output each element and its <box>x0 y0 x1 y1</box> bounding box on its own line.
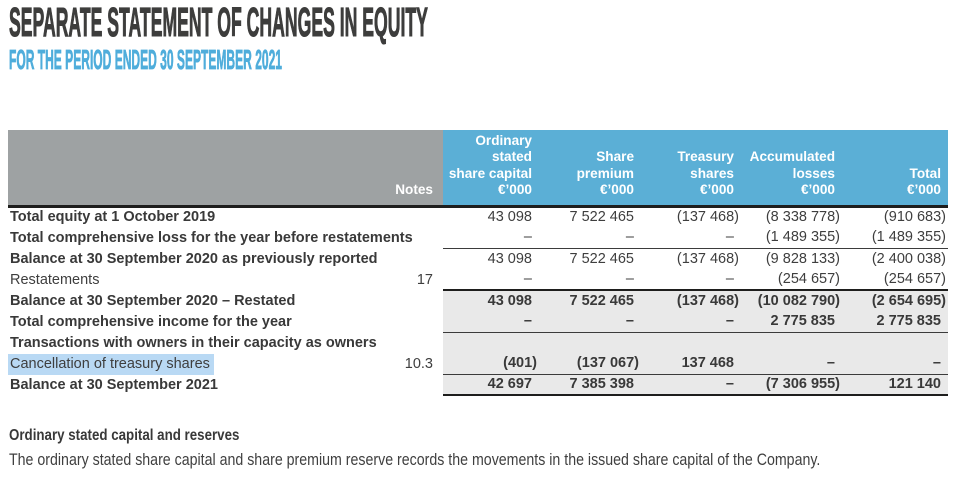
note-cell: 10.3 <box>404 355 433 372</box>
table-row: Balance at 30 September 2020 as previous… <box>8 248 948 269</box>
value-cell: (137 468) <box>676 209 739 226</box>
value-cell <box>539 332 641 353</box>
table-row: Total equity at 1 October 2019 43 098 7 … <box>8 206 948 227</box>
table-row: Cancellation of treasury shares 10.3 (40… <box>8 353 948 375</box>
value-cell: – <box>641 227 741 249</box>
value-cell: – <box>443 227 539 249</box>
value-cell: – <box>641 311 741 333</box>
column-header-treasury-shares: Treasury shares €’000 <box>641 130 741 208</box>
value-cell: – <box>539 227 641 249</box>
text-selection-highlight: Cancellation of treasury shares <box>8 353 214 375</box>
value-cell: 43 098 <box>443 290 539 311</box>
note-cell <box>358 206 443 227</box>
notes-column-header: Notes <box>8 130 443 208</box>
table-row: Total comprehensive loss for the year be… <box>8 227 948 249</box>
value-cell: – <box>741 353 842 375</box>
value-cell: (1 489 355) <box>741 227 842 249</box>
value-cell: 121 140 <box>842 374 948 396</box>
row-label: Transactions with owners in their capaci… <box>10 334 377 351</box>
value-cell: 2 775 835 <box>741 311 842 333</box>
table-row: Total comprehensive income for the year … <box>8 311 948 333</box>
value-cell: 7 522 465 <box>539 290 641 311</box>
value-cell: (137 468) <box>676 250 739 267</box>
value-cell: (9 828 133) <box>765 250 840 267</box>
note-cell <box>358 374 443 395</box>
table-row: Transactions with owners in their capaci… <box>8 332 948 353</box>
value-cell: – <box>641 269 741 291</box>
statement-of-changes-table: Notes Ordinary stated share capital €’00… <box>8 130 948 396</box>
value-cell: (1 489 355) <box>842 227 948 249</box>
value-cell: 7 385 398 <box>539 374 641 396</box>
value-cell: (254 657) <box>842 269 948 291</box>
value-cell: – <box>842 353 948 375</box>
value-cell: – <box>539 269 641 291</box>
value-cell: 137 468 <box>641 353 741 375</box>
value-cell: – <box>443 269 539 291</box>
page-title: SEPARATE STATEMENT OF CHANGES IN EQUITY <box>9 0 428 45</box>
note-cell: 17 <box>416 271 433 288</box>
value-cell: (910 683) <box>883 209 946 226</box>
section-heading: Ordinary stated capital and reserves <box>9 427 240 444</box>
note-cell <box>358 290 443 311</box>
value-cell: 2 775 835 <box>842 311 948 333</box>
row-label: Total comprehensive loss for the year be… <box>10 229 413 246</box>
row-label: Restatements <box>10 271 100 288</box>
value-cell: (2 400 038) <box>871 250 946 267</box>
value-cell: – <box>443 311 539 333</box>
section-paragraph: The ordinary stated share capital and sh… <box>9 451 821 469</box>
value-cell: (137 067) <box>539 353 641 375</box>
column-header-total: Total €’000 <box>842 130 948 208</box>
value-cell: (7 306 955) <box>741 374 842 396</box>
table-row: Restatements 17 – – – (254 657) (254 657… <box>8 269 948 291</box>
value-cell: (254 657) <box>741 269 842 291</box>
value-cell <box>842 332 948 353</box>
value-cell: 43 098 <box>487 209 532 226</box>
row-label: Balance at 30 September 2020 as previous… <box>10 250 378 267</box>
value-cell: (2 654 695) <box>842 290 948 311</box>
value-cell: (137 468) <box>641 290 741 311</box>
value-cell: 42 697 <box>443 374 539 396</box>
column-header-accumulated-losses: Accumulated losses €’000 <box>741 130 842 208</box>
value-cell: 7 522 465 <box>569 250 634 267</box>
page-subtitle: FOR THE PERIOD ENDED 30 SEPTEMBER 2021 <box>9 44 282 75</box>
notes-section: Ordinary stated capital and reserves The… <box>9 426 956 471</box>
value-cell: 7 522 465 <box>569 209 634 226</box>
column-header-share-premium: Share premium €’000 <box>539 130 641 208</box>
row-label: Balance at 30 September 2021 <box>10 376 218 393</box>
table-header-row: Notes Ordinary stated share capital €’00… <box>8 130 948 208</box>
table-row: Balance at 30 September 2020 – Restated … <box>8 290 948 311</box>
value-cell: (10 082 790) <box>741 290 842 311</box>
column-header-ordinary-stated-share-capital: Ordinary stated share capital €’000 <box>443 130 539 208</box>
value-cell: – <box>539 311 641 333</box>
row-label: Cancellation of treasury shares <box>8 353 358 375</box>
value-cell <box>443 332 539 353</box>
value-cell: – <box>641 374 741 396</box>
row-label: Total comprehensive income for the year <box>10 313 292 330</box>
table-row: Balance at 30 September 2021 42 697 7 38… <box>8 374 948 396</box>
notes-header-label: Notes <box>395 182 433 197</box>
row-label: Balance at 30 September 2020 – Restated <box>10 292 296 309</box>
value-cell <box>741 332 842 353</box>
value-cell <box>641 332 741 353</box>
note-cell <box>358 311 443 332</box>
value-cell: 43 098 <box>487 250 532 267</box>
value-cell: (401) <box>443 353 539 375</box>
value-cell: (8 338 778) <box>765 209 840 226</box>
row-label: Total equity at 1 October 2019 <box>10 209 216 226</box>
